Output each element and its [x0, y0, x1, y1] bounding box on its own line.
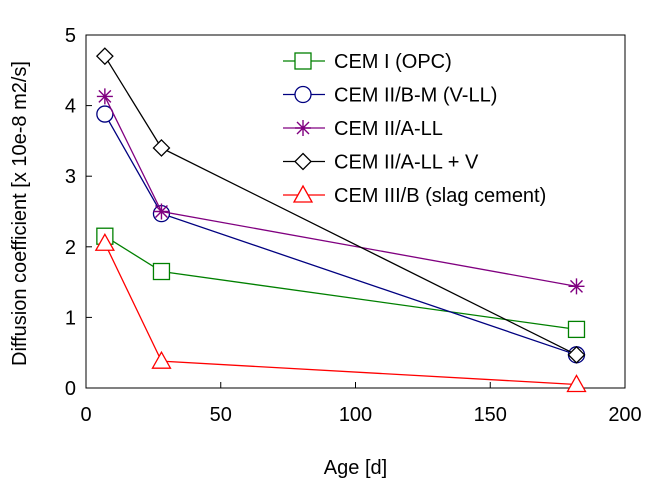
legend-marker [294, 52, 312, 70]
x-tick-label: 200 [608, 404, 641, 426]
data-point-cem-iii-b-slag-cement [151, 350, 172, 369]
legend-label: CEM III/B (slag cement) [334, 185, 546, 207]
legend-marker [295, 120, 311, 136]
y-tick-label: 4 [65, 96, 76, 118]
legend-item-cem-i-opc: CEM I (OPC) [283, 51, 452, 73]
data-point-cem-ii-a-ll-v [567, 345, 586, 364]
series-layer [94, 47, 587, 393]
legend-item-cem-iii-b-slag-cement: CEM III/B (slag cement) [283, 184, 546, 207]
y-axis-title: Diffusion coefficient [x 10e-8 m2/s] [9, 61, 31, 366]
y-axis: 0 1 2 3 4 5 [65, 25, 92, 400]
legend: CEM I (OPC) CEM II/B-M (V-LL) CEM II/A-LL C… [283, 51, 546, 207]
series-line-cem-i-opc [104, 235, 577, 331]
data-point-cem-iii-b-slag-cement [566, 374, 587, 393]
series-cem-ii-a-ll [96, 88, 585, 295]
x-axis: 0 50 100 150 200 [80, 382, 642, 426]
legend-item-cem-ii-b-m-v-ll: CEM II/B-M (V-LL) [283, 85, 497, 107]
data-point-cem-iii-b-slag-cement [94, 232, 115, 251]
legend-marker [292, 184, 314, 203]
series-line-cem-ii-b-m-v-ll [104, 113, 577, 356]
legend-item-cem-ii-a-ll: CEM II/A-LL [283, 118, 443, 140]
y-tick-label: 5 [65, 25, 76, 47]
legend-marker [294, 85, 312, 104]
x-tick-label: 100 [339, 404, 372, 426]
x-tick-label: 150 [474, 404, 507, 426]
data-point-cem-ii-a-ll [96, 88, 113, 105]
x-axis-title: Age [d] [324, 457, 387, 479]
y-tick-label: 1 [65, 307, 76, 329]
legend-marker [294, 152, 312, 171]
data-point-cem-ii-a-ll-v [152, 139, 171, 157]
legend-item-cem-ii-a-ll-v: CEM II/A-LL + V [283, 152, 479, 174]
series-line-cem-iii-b-slag-cement [104, 242, 577, 386]
data-point-cem-i-opc [152, 262, 171, 281]
legend-label: CEM II/A-LL [334, 118, 443, 140]
legend-label: CEM II/A-LL + V [334, 152, 479, 174]
data-point-cem-ii-a-ll-v [95, 47, 114, 66]
y-tick-label: 3 [65, 166, 76, 188]
series-cem-ii-b-m-v-ll [96, 105, 586, 364]
data-point-cem-ii-a-ll [568, 278, 585, 295]
series-cem-i-opc [96, 227, 586, 339]
legend-label: CEM II/B-M (V-LL) [334, 85, 497, 107]
data-point-cem-i-opc [567, 320, 586, 339]
y-tick-label: 0 [65, 378, 76, 400]
x-tick-label: 0 [80, 404, 91, 426]
series-cem-iii-b-slag-cement [94, 232, 587, 393]
legend-label: CEM I (OPC) [334, 51, 452, 73]
x-tick-label: 50 [210, 404, 232, 426]
data-point-cem-ii-a-ll [153, 203, 170, 220]
series-cem-ii-a-ll-v [95, 47, 586, 364]
y-tick-label: 2 [65, 237, 76, 259]
